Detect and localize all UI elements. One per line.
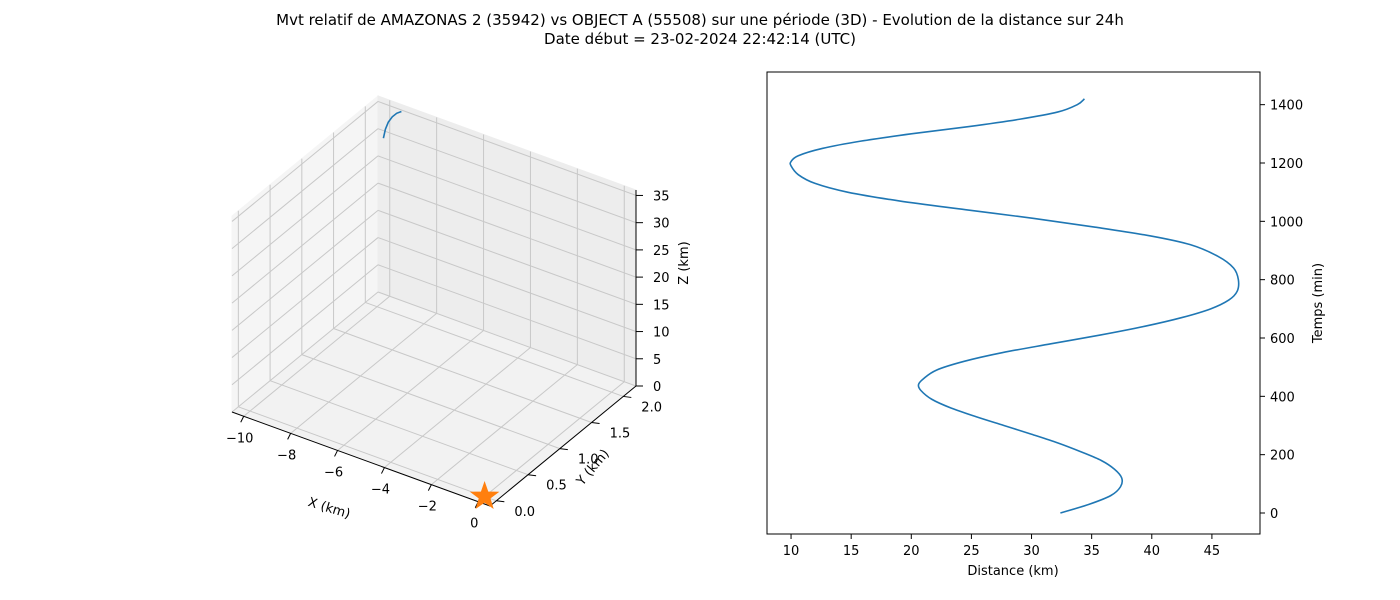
z-gridline — [231, 209, 379, 331]
x-tick — [427, 484, 432, 491]
x-tick-label: 25 — [963, 544, 980, 559]
z-gridline — [377, 264, 637, 360]
z-gridline — [231, 128, 379, 250]
z-tick-label: 0 — [653, 380, 661, 395]
z-gridline — [231, 101, 379, 222]
z-tick-label: 35 — [653, 189, 670, 204]
y-gridline — [301, 354, 560, 450]
y-tick — [528, 474, 537, 477]
z-tick-label: 10 — [653, 326, 670, 341]
x-tick-label: 0 — [470, 517, 478, 532]
z-gridline — [231, 182, 379, 304]
z-gridline — [377, 209, 637, 305]
z-axis-label: Z (km) — [677, 241, 692, 284]
y-gridline — [269, 380, 529, 476]
x-tick-label: 15 — [843, 544, 860, 559]
y-tick-label: 800 — [1270, 274, 1295, 289]
origin-star-marker — [469, 480, 500, 510]
z-gridline — [377, 100, 637, 196]
x-tick-label: 10 — [783, 544, 800, 559]
x-tick-label: −2 — [418, 500, 437, 515]
x-axis-line — [231, 411, 491, 507]
y-tick-label: 0.5 — [546, 479, 567, 494]
x-tick — [240, 416, 245, 423]
figure-title: Mvt relatif de AMAZONAS 2 (35942) vs OBJ… — [276, 11, 1124, 29]
x-tick — [287, 433, 292, 440]
x-gridline — [337, 330, 484, 451]
z-tick-label: 5 — [653, 353, 661, 368]
z-gridline — [377, 155, 637, 251]
z-gridline — [231, 155, 379, 277]
x-tick — [381, 467, 385, 474]
y-tick-label: 1000 — [1270, 215, 1303, 230]
x-tick-label: 30 — [1023, 544, 1040, 559]
z-gridline — [231, 237, 379, 358]
x-gridline — [243, 295, 391, 417]
y-tick-label: 1400 — [1270, 99, 1303, 114]
x-gridline — [290, 312, 437, 434]
z-gridline — [231, 264, 379, 386]
y-tick-label: 0 — [1270, 507, 1278, 522]
x-tick-group: 10 15 20 25 30 35 40 45 — [783, 534, 1220, 559]
y-gridline — [238, 406, 497, 502]
y-tick-label: 400 — [1270, 390, 1295, 405]
y-tick-group: 0 200 400 600 800 1000 1200 1400 — [1260, 99, 1303, 522]
x-tick-label: 20 — [903, 544, 920, 559]
y-tick — [591, 422, 600, 425]
gridline-group — [231, 100, 637, 503]
x-tick-label: 45 — [1204, 544, 1221, 559]
figure-subtitle: Date début = 23-02-2024 22:42:14 (UTC) — [544, 30, 856, 48]
z-gridline — [377, 291, 637, 387]
y-tick — [559, 448, 568, 451]
y-tick — [496, 500, 505, 503]
x-gridline — [384, 347, 531, 468]
axis-group — [231, 190, 643, 508]
y-tick-label: 200 — [1270, 449, 1295, 464]
series-group — [382, 110, 500, 510]
z-gridline — [377, 237, 637, 333]
x-axis-label: X (km) — [306, 495, 352, 522]
y-axis-label: Temps (min) — [1311, 263, 1326, 344]
x-tick-label: −4 — [371, 483, 390, 498]
plot-frame — [766, 71, 1261, 535]
z-tick-label: 20 — [653, 271, 670, 286]
y-tick-label: 1.0 — [578, 453, 599, 468]
x-tick-label: −10 — [226, 431, 253, 446]
x-axis-label: Distance (km) — [967, 564, 1058, 579]
y-axis-line — [489, 385, 637, 507]
series-group — [789, 98, 1240, 514]
x-tick-label: 35 — [1083, 544, 1100, 559]
x-gridline — [431, 364, 578, 486]
y-tick-label: 2.0 — [641, 400, 662, 415]
y-tick-label: 1.5 — [610, 427, 631, 442]
trajectory-line — [382, 110, 402, 139]
z-gridline — [377, 182, 637, 278]
chart-3d-trajectory: −10 −8 −6 −4 −2 0 0.0 0.5 1.0 1.5 2.0 0 5 10 15 20 25 30 3… — [226, 94, 692, 532]
y-tick-label: 0.0 — [514, 505, 535, 520]
x-tick-label: 40 — [1144, 544, 1161, 559]
distance-series-line — [789, 98, 1240, 514]
y-tick-label: 600 — [1270, 332, 1295, 347]
chart-distance-time: 10 15 20 25 30 35 40 45 0 200 400 600 800 1000 1200 14… — [766, 71, 1326, 579]
y-tick-label: 1200 — [1270, 157, 1303, 172]
z-tick-label: 25 — [653, 244, 670, 259]
z-tick-label: 30 — [653, 217, 670, 232]
tick-label-group: −10 −8 −6 −4 −2 0 0.0 0.5 1.0 1.5 2.0 0 5 10 15 20 25 30 3… — [226, 189, 670, 531]
z-gridline — [231, 291, 379, 413]
z-tick-label: 15 — [653, 298, 670, 313]
y-gridline — [365, 301, 624, 397]
x-gridline — [477, 381, 625, 503]
y-gridline — [333, 328, 592, 423]
x-tick-label: −8 — [277, 448, 296, 463]
y-tick — [623, 395, 632, 398]
x-tick — [334, 450, 338, 457]
pane-group — [231, 94, 637, 507]
z-gridline — [377, 128, 637, 224]
x-tick-label: −6 — [324, 465, 343, 480]
